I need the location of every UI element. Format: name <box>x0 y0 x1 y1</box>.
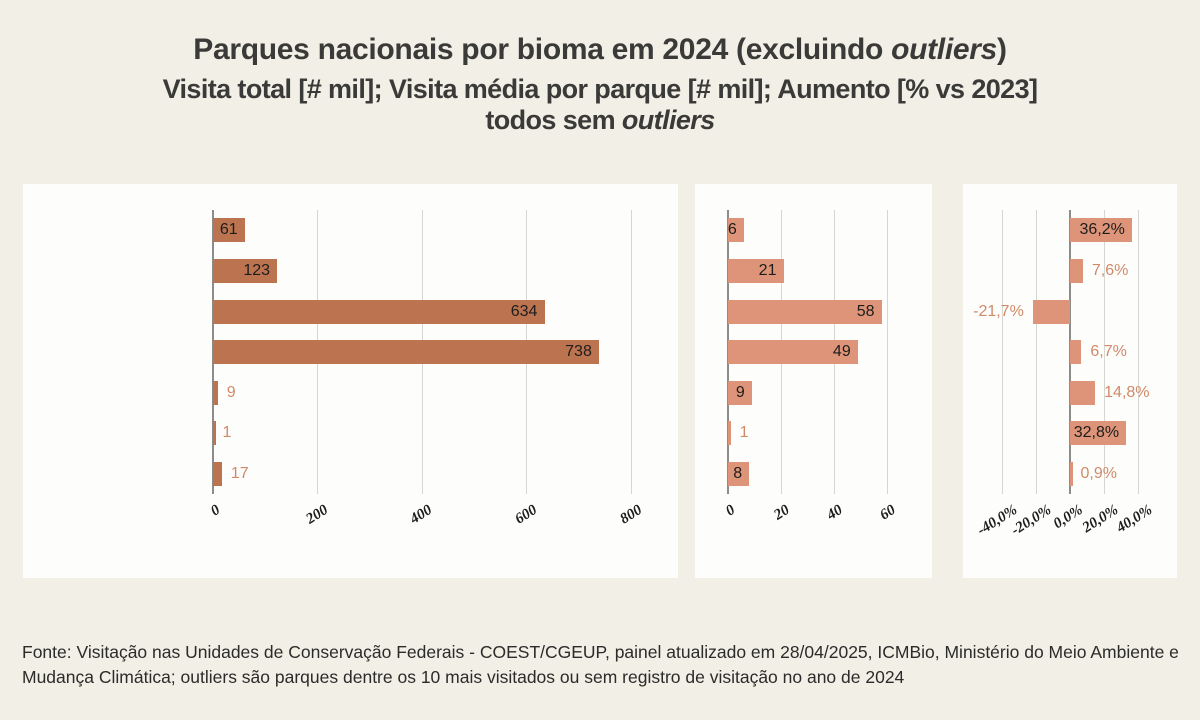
bar <box>213 421 216 446</box>
bar-value-label: 7,6% <box>1091 261 1129 279</box>
bar <box>1070 421 1126 446</box>
main-title-suffix: ) <box>997 33 1007 66</box>
charts-row: 61 123 634 738 9 1 17 0 200 400 600 800 6 21 58 49 9 1 8 0… <box>0 184 1200 578</box>
bar <box>1070 461 1073 486</box>
subtitle-line-2: todos sem outliers <box>0 105 1200 136</box>
bar-value-label: 1 <box>739 424 749 442</box>
gridline <box>1035 210 1037 494</box>
bar <box>213 258 278 283</box>
x-axis-tick-label: 40 <box>824 502 846 524</box>
x-axis-tick-label: 600 <box>512 502 540 528</box>
bar <box>728 218 744 243</box>
x-axis-tick-label: 20 <box>771 502 793 524</box>
title-block: Parques nacionais por bioma em 2024 (exc… <box>0 0 1200 136</box>
bar <box>213 461 222 486</box>
chart-panel-visita-total: 61 123 634 738 9 1 17 0 200 400 600 800 <box>23 184 678 578</box>
bar-value-label: 58 <box>856 302 875 320</box>
bar <box>1070 218 1132 243</box>
bar <box>213 340 600 365</box>
x-axis-tick-label: 0 <box>207 502 223 520</box>
bar <box>1033 299 1070 324</box>
bar <box>1070 258 1083 283</box>
bar <box>728 340 858 365</box>
bar <box>213 299 545 324</box>
page-title: Parques nacionais por bioma em 2024 (exc… <box>0 33 1200 66</box>
bar-value-label: 634 <box>510 302 538 320</box>
bar-value-label: 6,7% <box>1090 343 1127 361</box>
x-axis-tick-label: 60 <box>877 502 899 524</box>
x-axis-tick-label: 800 <box>617 502 645 528</box>
bar-value-label: 9 <box>226 383 236 401</box>
bar <box>213 380 218 405</box>
subtitle-line-2-prefix: todos sem <box>485 105 622 136</box>
bar <box>728 380 752 405</box>
bar-value-label: 32,8% <box>1073 424 1120 442</box>
bar-value-label: 36,2% <box>1079 221 1125 239</box>
subtitle-line-2-italic: outliers <box>621 105 715 136</box>
page-subtitle: Visita total [# mil]; Visita média por p… <box>0 74 1200 136</box>
x-axis-tick-label: 20,0% <box>1079 502 1121 537</box>
bar-value-label: 17 <box>230 464 249 482</box>
chart-panel-visita-media: 6 21 58 49 9 1 8 0 20 40 60 <box>695 184 932 578</box>
bar <box>1070 340 1082 365</box>
plot-area-visita-total: 61 123 634 738 9 1 17 0 200 400 600 800 <box>23 184 678 578</box>
gridline <box>886 210 888 494</box>
x-axis-tick-label: 200 <box>303 502 331 528</box>
bar <box>728 461 750 486</box>
plot-area-visita-media: 6 21 58 49 9 1 8 0 20 40 60 <box>695 184 932 578</box>
gridline <box>1001 210 1003 494</box>
x-axis-tick-label: 0,0% <box>1050 502 1086 533</box>
bar-value-label: -21,7% <box>973 302 1024 320</box>
bar-value-label: 0,9% <box>1080 464 1117 482</box>
bar-value-label: 738 <box>565 343 592 361</box>
bar <box>728 421 731 446</box>
bar-value-label: 61 <box>219 221 238 239</box>
bar-value-label: 49 <box>832 343 851 361</box>
gridline <box>1137 210 1139 494</box>
bar <box>1070 380 1096 405</box>
x-axis-tick-label: 0 <box>722 502 738 520</box>
subtitle-line-1: Visita total [# mil]; Visita média por p… <box>162 74 1038 105</box>
chart-panel-aumento: 36,2% 7,6% -21,7% 6,7% 14,8% 32,8% 0,9% -40,0% -… <box>963 184 1177 578</box>
main-title-prefix: Parques nacionais por bioma em 2024 (exc… <box>193 33 892 66</box>
gridline <box>631 210 633 494</box>
bar-value-label: 14,8% <box>1104 383 1150 401</box>
bar-value-label: 123 <box>243 261 271 279</box>
bar <box>728 258 784 283</box>
bar-value-label: 21 <box>758 261 777 279</box>
x-axis-tick-label: 40,0% <box>1113 502 1155 537</box>
source-footnote: Fonte: Visitação nas Unidades de Conserv… <box>22 642 1179 688</box>
gridline <box>1103 210 1105 494</box>
plot-area-aumento: 36,2% 7,6% -21,7% 6,7% 14,8% 32,8% 0,9% -40,0% -… <box>963 184 1177 578</box>
bar-value-label: 6 <box>727 221 737 239</box>
x-axis-tick-label: 400 <box>407 502 436 528</box>
bar <box>728 299 882 324</box>
bar <box>213 218 245 243</box>
bar-value-label: 9 <box>735 383 745 401</box>
main-title-italic: outliers <box>891 33 998 66</box>
bar-value-label: 8 <box>733 464 743 482</box>
bar-value-label: 1 <box>222 424 232 442</box>
